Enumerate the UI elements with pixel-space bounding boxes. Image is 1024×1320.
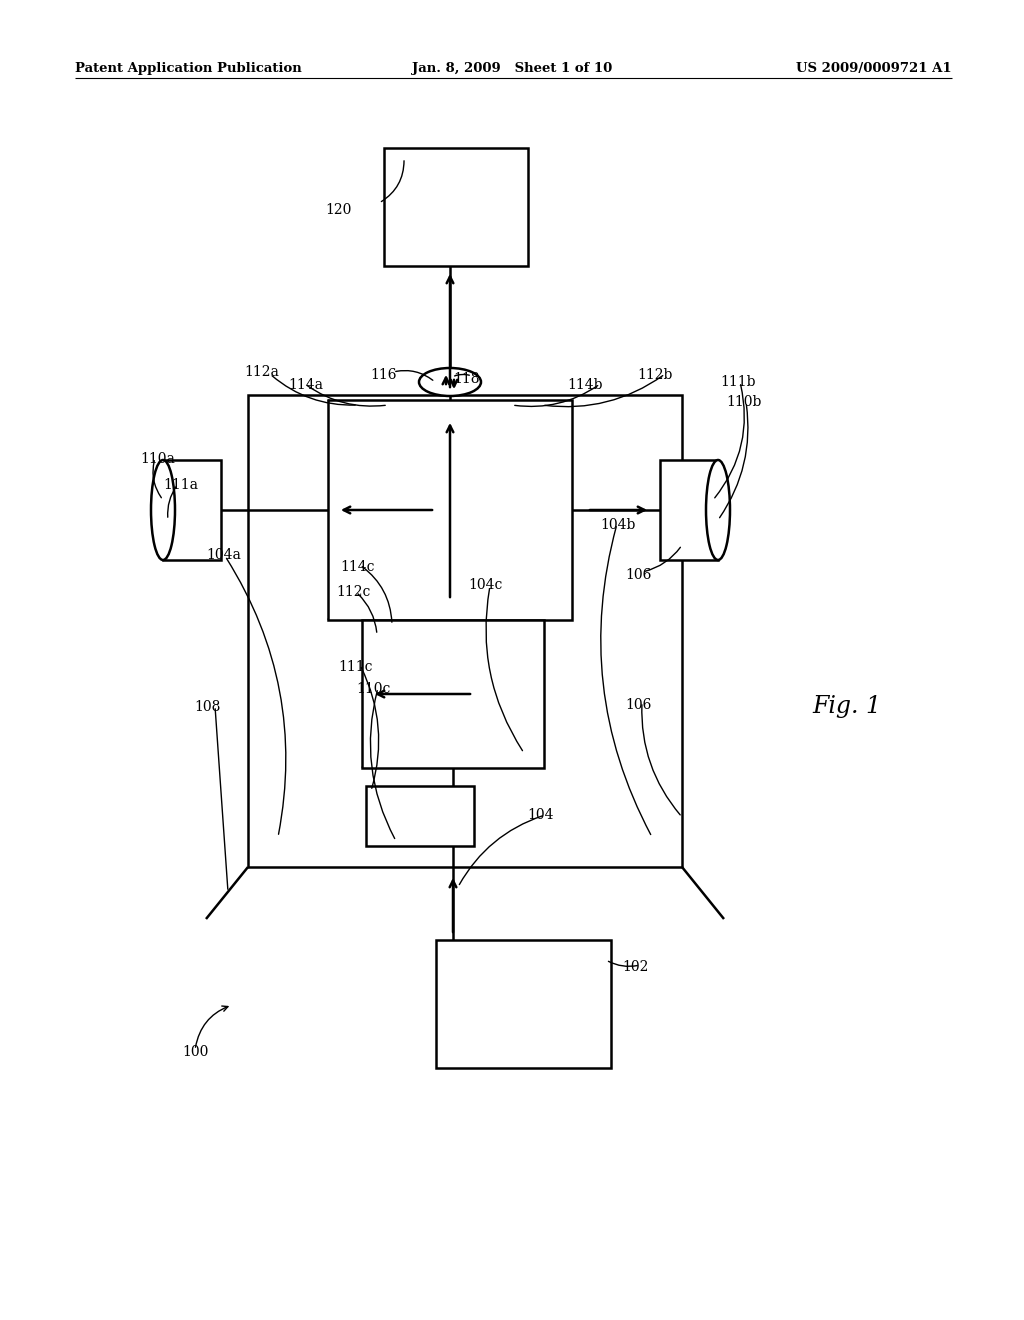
Text: 110b: 110b xyxy=(726,395,762,409)
Bar xyxy=(248,395,682,867)
Text: Patent Application Publication: Patent Application Publication xyxy=(75,62,302,75)
Text: 102: 102 xyxy=(622,960,648,974)
Text: 112a: 112a xyxy=(244,366,279,379)
Text: 110c: 110c xyxy=(356,682,390,696)
Text: 112c: 112c xyxy=(336,585,371,599)
Text: 111a: 111a xyxy=(163,478,198,492)
Text: 104b: 104b xyxy=(600,517,635,532)
Text: 106: 106 xyxy=(625,698,651,711)
Text: 104: 104 xyxy=(527,808,554,822)
Ellipse shape xyxy=(151,459,175,560)
Text: 100: 100 xyxy=(182,1045,208,1059)
Bar xyxy=(384,148,528,267)
Text: US 2009/0009721 A1: US 2009/0009721 A1 xyxy=(797,62,952,75)
Text: 112b: 112b xyxy=(637,368,673,381)
Text: 108: 108 xyxy=(194,700,220,714)
Bar xyxy=(328,400,572,620)
Bar xyxy=(163,459,221,560)
Text: 111c: 111c xyxy=(338,660,373,675)
Text: 110a: 110a xyxy=(140,451,175,466)
Ellipse shape xyxy=(419,368,481,396)
Text: 114c: 114c xyxy=(340,560,375,574)
Bar xyxy=(660,459,718,560)
Ellipse shape xyxy=(706,459,730,560)
Text: 116: 116 xyxy=(370,368,396,381)
Text: 106: 106 xyxy=(625,568,651,582)
Text: 104c: 104c xyxy=(468,578,503,591)
Text: 114a: 114a xyxy=(288,378,323,392)
Bar xyxy=(366,785,474,846)
Bar xyxy=(436,940,611,1068)
Text: Jan. 8, 2009   Sheet 1 of 10: Jan. 8, 2009 Sheet 1 of 10 xyxy=(412,62,612,75)
Text: 120: 120 xyxy=(326,203,352,216)
Bar xyxy=(362,620,544,768)
Text: 114b: 114b xyxy=(567,378,602,392)
Text: Fig. 1: Fig. 1 xyxy=(812,696,881,718)
Text: 118: 118 xyxy=(453,372,479,385)
Text: 104a: 104a xyxy=(206,548,241,562)
Text: 111b: 111b xyxy=(720,375,756,389)
